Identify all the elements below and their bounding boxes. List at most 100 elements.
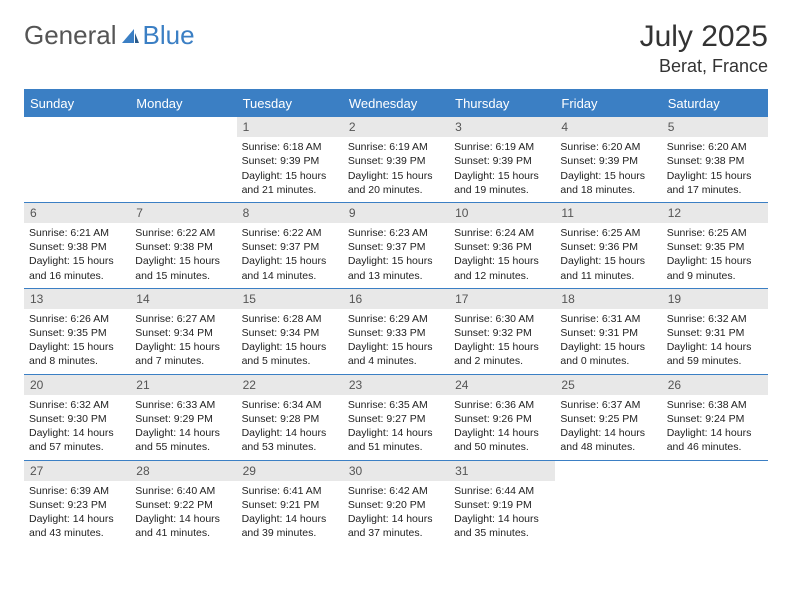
day-cell: 9Sunrise: 6:23 AMSunset: 9:37 PMDaylight… (343, 203, 449, 288)
sunset-line: Sunset: 9:26 PM (454, 412, 550, 426)
day-cell: 22Sunrise: 6:34 AMSunset: 9:28 PMDayligh… (237, 375, 343, 460)
sunset-line: Sunset: 9:39 PM (560, 154, 656, 168)
sunset-line: Sunset: 9:39 PM (242, 154, 338, 168)
day-cell: 15Sunrise: 6:28 AMSunset: 9:34 PMDayligh… (237, 289, 343, 374)
sunset-line: Sunset: 9:25 PM (560, 412, 656, 426)
dayheader: Friday (555, 91, 661, 116)
day-cell: 24 Sunrise: 6:36 AMSunset: 9:26 PMDayligh… (449, 375, 555, 460)
daylight-line: Daylight: 14 hours and 35 minutes. (454, 512, 550, 540)
daylight-line: Daylight: 15 hours and 21 minutes. (242, 169, 338, 197)
daylight-line: Daylight: 15 hours and 15 minutes. (135, 254, 231, 282)
day-body: Sunrise: 6:27 AMSunset: 9:34 PMDaylight:… (130, 309, 236, 374)
empty-cell (24, 117, 130, 202)
daylight-line: Daylight: 15 hours and 17 minutes. (667, 169, 763, 197)
logo-sail-icon (120, 27, 140, 45)
empty-cell (130, 117, 236, 202)
day-number: 3 (449, 117, 555, 137)
sunset-line: Sunset: 9:23 PM (29, 498, 125, 512)
day-cell: 21Sunrise: 6:33 AMSunset: 9:29 PMDayligh… (130, 375, 236, 460)
day-number: 2 (343, 117, 449, 137)
dayheader: Thursday (449, 91, 555, 116)
sunrise-line: Sunrise: 6:41 AM (242, 484, 338, 498)
sunset-line: Sunset: 9:24 PM (667, 412, 763, 426)
day-body: Sunrise: 6:40 AMSunset: 9:22 PMDaylight:… (130, 481, 236, 546)
daylight-line: Daylight: 15 hours and 7 minutes. (135, 340, 231, 368)
sunrise-line: Sunrise: 6:37 AM (560, 398, 656, 412)
sunrise-line: Sunrise: 6:19 AM (454, 140, 550, 154)
week-row: 6Sunrise: 6:21 AMSunset: 9:38 PMDaylight… (24, 202, 768, 288)
sunset-line: Sunset: 9:36 PM (454, 240, 550, 254)
day-body: Sunrise: 6:19 AMSunset: 9:39 PMDaylight:… (449, 137, 555, 202)
day-number: 23 (343, 375, 449, 395)
day-number: 25 (555, 375, 661, 395)
day-body: Sunrise: 6:18 AMSunset: 9:39 PMDaylight:… (237, 137, 343, 202)
day-cell: 29Sunrise: 6:41 AMSunset: 9:21 PMDayligh… (237, 461, 343, 546)
dayheader-row: SundayMondayTuesdayWednesdayThursdayFrid… (24, 91, 768, 116)
sunset-line: Sunset: 9:37 PM (242, 240, 338, 254)
day-number: 10 (449, 203, 555, 223)
sunset-line: Sunset: 9:22 PM (135, 498, 231, 512)
daylight-line: Daylight: 15 hours and 2 minutes. (454, 340, 550, 368)
calendar: SundayMondayTuesdayWednesdayThursdayFrid… (24, 89, 768, 545)
sunrise-line: Sunrise: 6:22 AM (135, 226, 231, 240)
sunrise-line: Sunrise: 6:36 AM (454, 398, 550, 412)
sunrise-line: Sunrise: 6:39 AM (29, 484, 125, 498)
sunrise-line: Sunrise: 6:21 AM (29, 226, 125, 240)
month-title: July 2025 (640, 20, 768, 54)
week-row: 1Sunrise: 6:18 AMSunset: 9:39 PMDaylight… (24, 116, 768, 202)
day-body: Sunrise: 6:30 AMSunset: 9:32 PMDaylight:… (449, 309, 555, 374)
day-cell: 14Sunrise: 6:27 AMSunset: 9:34 PMDayligh… (130, 289, 236, 374)
day-body: Sunrise: 6:22 AMSunset: 9:38 PMDaylight:… (130, 223, 236, 288)
day-cell: 3Sunrise: 6:19 AMSunset: 9:39 PMDaylight… (449, 117, 555, 202)
sunrise-line: Sunrise: 6:32 AM (667, 312, 763, 326)
sunset-line: Sunset: 9:31 PM (560, 326, 656, 340)
sunrise-line: Sunrise: 6:35 AM (348, 398, 444, 412)
day-body: Sunrise: 6:35 AMSunset: 9:27 PMDaylight:… (343, 395, 449, 460)
day-number: 7 (130, 203, 236, 223)
day-cell: 5Sunrise: 6:20 AMSunset: 9:38 PMDaylight… (662, 117, 768, 202)
sunset-line: Sunset: 9:35 PM (29, 326, 125, 340)
daylight-line: Daylight: 14 hours and 51 minutes. (348, 426, 444, 454)
day-body: Sunrise: 6:19 AMSunset: 9:39 PMDaylight:… (343, 137, 449, 202)
daylight-line: Daylight: 14 hours and 50 minutes. (454, 426, 550, 454)
sunset-line: Sunset: 9:38 PM (135, 240, 231, 254)
day-body: Sunrise: 6:23 AMSunset: 9:37 PMDaylight:… (343, 223, 449, 288)
sunset-line: Sunset: 9:33 PM (348, 326, 444, 340)
day-number: 26 (662, 375, 768, 395)
sunset-line: Sunset: 9:35 PM (667, 240, 763, 254)
day-body: Sunrise: 6:20 AMSunset: 9:38 PMDaylight:… (662, 137, 768, 202)
sunrise-line: Sunrise: 6:20 AM (560, 140, 656, 154)
sunrise-line: Sunrise: 6:31 AM (560, 312, 656, 326)
day-cell: 10Sunrise: 6:24 AMSunset: 9:36 PMDayligh… (449, 203, 555, 288)
day-number: 24 (449, 375, 555, 395)
daylight-line: Daylight: 15 hours and 8 minutes. (29, 340, 125, 368)
day-number: 1 (237, 117, 343, 137)
sunrise-line: Sunrise: 6:24 AM (454, 226, 550, 240)
day-body: Sunrise: 6:25 AMSunset: 9:36 PMDaylight:… (555, 223, 661, 288)
sunset-line: Sunset: 9:19 PM (454, 498, 550, 512)
daylight-line: Daylight: 15 hours and 4 minutes. (348, 340, 444, 368)
dayheader: Tuesday (237, 91, 343, 116)
dayheader: Monday (130, 91, 236, 116)
day-body: Sunrise: 6:34 AMSunset: 9:28 PMDaylight:… (237, 395, 343, 460)
day-body: Sunrise: 6:20 AMSunset: 9:39 PMDaylight:… (555, 137, 661, 202)
day-cell: 18Sunrise: 6:31 AMSunset: 9:31 PMDayligh… (555, 289, 661, 374)
sunrise-line: Sunrise: 6:22 AM (242, 226, 338, 240)
day-body: Sunrise: 6:24 AMSunset: 9:36 PMDaylight:… (449, 223, 555, 288)
sunset-line: Sunset: 9:27 PM (348, 412, 444, 426)
sunrise-line: Sunrise: 6:18 AM (242, 140, 338, 154)
day-cell: 13Sunrise: 6:26 AMSunset: 9:35 PMDayligh… (24, 289, 130, 374)
sunrise-line: Sunrise: 6:44 AM (454, 484, 550, 498)
day-cell: 1Sunrise: 6:18 AMSunset: 9:39 PMDaylight… (237, 117, 343, 202)
daylight-line: Daylight: 14 hours and 57 minutes. (29, 426, 125, 454)
day-number: 20 (24, 375, 130, 395)
sunset-line: Sunset: 9:31 PM (667, 326, 763, 340)
day-number: 8 (237, 203, 343, 223)
day-number: 19 (662, 289, 768, 309)
daylight-line: Daylight: 14 hours and 55 minutes. (135, 426, 231, 454)
daylight-line: Daylight: 14 hours and 37 minutes. (348, 512, 444, 540)
sunrise-line: Sunrise: 6:23 AM (348, 226, 444, 240)
day-number: 13 (24, 289, 130, 309)
day-number: 29 (237, 461, 343, 481)
day-number: 9 (343, 203, 449, 223)
